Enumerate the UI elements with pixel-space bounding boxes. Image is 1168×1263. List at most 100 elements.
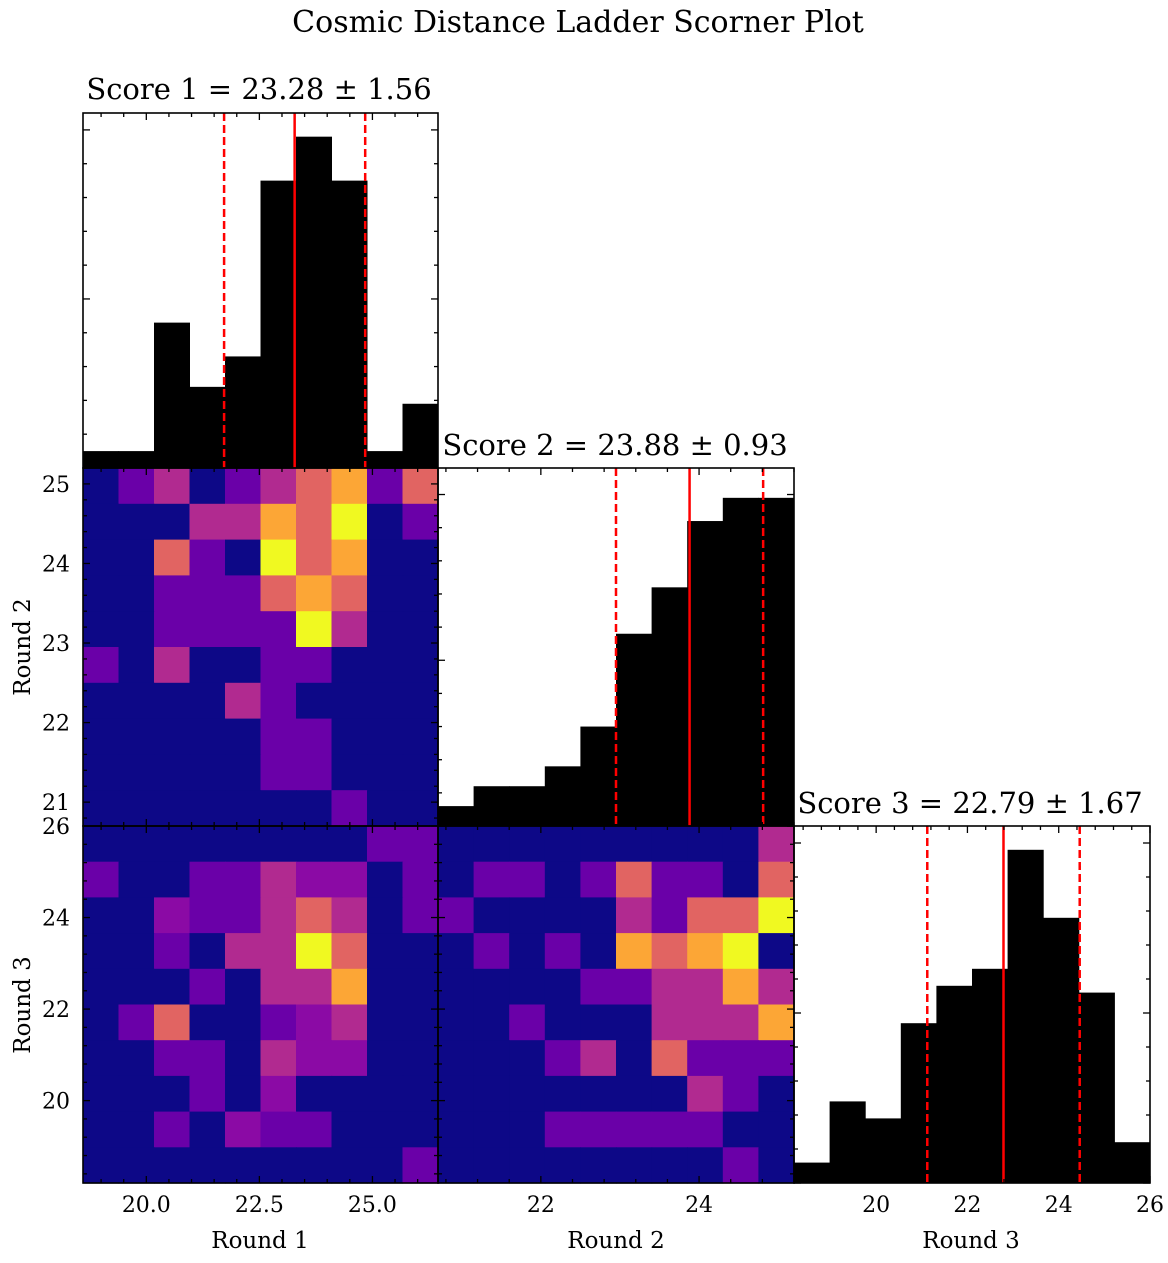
hist2d-cell: [687, 1147, 724, 1184]
hist2d-cell: [509, 968, 546, 1006]
hist2d-cell: [260, 468, 297, 505]
hist2d-cell: [687, 1004, 724, 1041]
hist2d-cell: [722, 826, 759, 863]
hist2d-cell: [225, 503, 262, 541]
hist2d-cell: [758, 1075, 795, 1113]
hist2d-cell: [118, 790, 155, 827]
hist2d-cell: [473, 826, 510, 863]
hist2d-cell: [154, 897, 191, 934]
hist2d-cell: [296, 826, 333, 863]
hist2d-cell: [296, 754, 333, 791]
x-tick-label: 25.0: [348, 1193, 397, 1218]
hist2d-cell: [331, 575, 368, 612]
hist2d-cell: [154, 575, 191, 612]
hist2d-cell: [83, 968, 120, 1006]
x-tick-label: 20: [862, 1193, 890, 1218]
hist2d-cell: [260, 1147, 297, 1184]
hist2d-cell: [402, 1040, 439, 1077]
hist2d-cell: [580, 1040, 617, 1077]
hist2d-cell: [580, 1004, 617, 1041]
hist2d-cell: [154, 1111, 191, 1148]
hist2d-cell: [367, 539, 404, 576]
y-tick-label: 21: [42, 791, 70, 816]
hist2d-cell: [509, 897, 546, 934]
hist2d-cell: [260, 718, 297, 755]
hist2d-cell: [154, 790, 191, 827]
hist2d-cell: [260, 897, 297, 934]
hist2d-cell: [473, 968, 510, 1006]
hist2d-cell: [616, 897, 653, 934]
hist2d-cell: [331, 933, 368, 970]
hist2d-cell: [402, 682, 439, 720]
hist2d-cell: [651, 1004, 688, 1041]
hist2d-cell: [83, 1004, 120, 1041]
hist2d-cell: [722, 1075, 759, 1113]
axis-labels-layer: Round 1 Round 2 Round 3 Round 2 Round 3: [10, 598, 1020, 1254]
y-axis-label-round-3: Round 3: [10, 956, 36, 1053]
score-3-title: Score 3 = 22.79 ± 1.67: [797, 786, 1142, 820]
hist2d-cell: [473, 1075, 510, 1113]
hist2d-cell: [331, 790, 368, 827]
hist2d-cell: [758, 1111, 795, 1148]
hist2d-cell: [509, 1040, 546, 1077]
hist2d-cell: [331, 1147, 368, 1184]
hist2d-cell: [722, 897, 759, 934]
histogram-bar: [794, 1162, 831, 1183]
hist2d-cell: [687, 1040, 724, 1077]
hist2d-cell: [651, 1040, 688, 1077]
y-tick-label: 22: [42, 998, 70, 1023]
hist2d-cell: [367, 503, 404, 541]
hist2d-cell: [83, 1111, 120, 1148]
hist2d-cell: [83, 539, 120, 576]
hist2d-cell: [616, 1147, 653, 1184]
hist2d-cell: [616, 1075, 653, 1113]
hist2d-cell: [367, 718, 404, 755]
hist2d-cell: [722, 968, 759, 1006]
hist2d-cell: [544, 861, 581, 898]
hist2d-cell: [260, 682, 297, 720]
hist2d-cell: [651, 968, 688, 1006]
hist2d-cell: [331, 647, 368, 684]
hist2d-cell: [225, 611, 262, 648]
hist2d-cell: [83, 503, 120, 541]
hist2d-cell: [189, 790, 226, 827]
hist2d-cell: [331, 611, 368, 648]
histogram-bar: [829, 1101, 866, 1183]
hist2d-cell: [616, 1111, 653, 1148]
tick-labels-layer: 20.0 22.5 25.0 22 24 20 22 24 262122232425202224…: [42, 473, 1164, 1218]
hist2d-cell: [580, 897, 617, 934]
hist2d-cell: [651, 1111, 688, 1148]
histogram-bar: [544, 766, 581, 826]
histogram-bar: [758, 497, 795, 826]
hist2d-cell: [367, 575, 404, 612]
hist2d-cell: [580, 933, 617, 970]
hist2d-cell: [118, 754, 155, 791]
hist2d-cell: [438, 826, 475, 863]
histogram-bar: [189, 386, 226, 468]
hist2d-cell: [154, 539, 191, 576]
hist2d-cell: [296, 1111, 333, 1148]
hist2d-cell: [544, 933, 581, 970]
hist2d-cell: [402, 826, 439, 863]
y-tick-label: 24: [42, 907, 70, 932]
histogram-bar: [367, 451, 403, 468]
hist2d-cell: [225, 933, 262, 970]
hist2d-cell: [758, 1147, 795, 1184]
hist2d-cell: [367, 1111, 404, 1148]
hist2d-cell: [580, 826, 617, 863]
hist2d-cell: [189, 1075, 226, 1113]
hist2d-cell: [402, 1111, 439, 1148]
hist2d-cell: [331, 682, 368, 720]
hist2d-cell: [154, 503, 191, 541]
hist2d-cell: [544, 1111, 581, 1148]
hist2d-cell: [154, 861, 191, 898]
hist2d-cell: [758, 1040, 795, 1077]
hist2d-cell: [154, 1040, 191, 1077]
hist2d-cell: [402, 1004, 439, 1041]
hist2d-cell: [402, 790, 439, 827]
x-tick-label: 22.5: [235, 1193, 284, 1218]
hist2d-cell: [402, 1075, 439, 1113]
histogram-bar: [616, 633, 653, 826]
hist2d-cell: [402, 754, 439, 791]
y-tick-label: 23: [42, 632, 70, 657]
